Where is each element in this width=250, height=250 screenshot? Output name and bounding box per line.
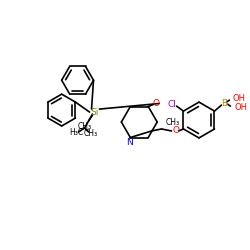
Text: Cl: Cl [167, 100, 176, 108]
Text: O: O [172, 126, 179, 136]
Text: OH: OH [234, 102, 248, 112]
Text: CH₃: CH₃ [84, 130, 98, 138]
Text: H₃C: H₃C [70, 128, 84, 138]
Text: CH₃: CH₃ [165, 118, 179, 126]
Text: CH₃: CH₃ [78, 122, 92, 132]
Text: Si: Si [90, 108, 99, 116]
Text: B: B [221, 98, 228, 108]
Text: O: O [153, 99, 160, 108]
Text: OH: OH [232, 94, 245, 103]
Text: N: N [126, 138, 133, 147]
